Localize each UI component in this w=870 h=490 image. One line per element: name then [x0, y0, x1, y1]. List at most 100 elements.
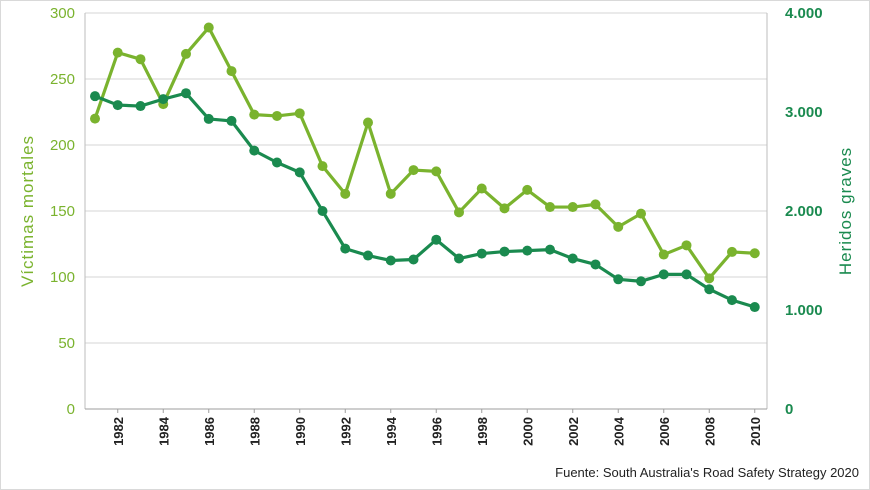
y-right-tick-label: 2.000: [785, 203, 823, 220]
x-tick-label: 2000: [520, 417, 535, 446]
data-point: [658, 249, 669, 260]
x-tick-label: 1986: [202, 417, 217, 446]
source-note: Fuente: South Australia's Road Safety St…: [555, 465, 859, 480]
x-tick-label: 1996: [429, 417, 444, 446]
y-left-tick-label: 50: [58, 335, 75, 352]
x-tick-label: 1984: [156, 416, 171, 446]
data-point: [203, 113, 214, 124]
data-point: [636, 276, 646, 287]
series-heridos-graves: [90, 88, 760, 313]
data-point: [590, 259, 601, 270]
data-point: [385, 188, 396, 199]
data-point: [226, 66, 237, 77]
y-left-tick-label: 200: [50, 137, 75, 154]
data-point: [431, 234, 442, 245]
x-tick-label: 2002: [566, 417, 581, 446]
data-point: [181, 48, 191, 59]
data-point: [727, 246, 737, 257]
y-axis-title-right: Heridos graves: [836, 147, 855, 275]
right-axis-ticks: 0 1.000 2.000 3.000 4.000: [785, 5, 823, 418]
data-point: [158, 94, 169, 105]
y-left-tick-label: 0: [67, 401, 75, 418]
data-point: [226, 115, 237, 126]
data-point: [727, 295, 737, 306]
x-tick-label: 1998: [475, 417, 490, 446]
data-point: [545, 202, 555, 213]
y-right-tick-label: 3.000: [785, 104, 823, 121]
series-victimas-mortales: [90, 22, 760, 284]
data-point: [363, 117, 373, 128]
data-point: [317, 161, 328, 172]
x-tick-label: 1994: [384, 416, 399, 446]
data-point: [294, 108, 305, 119]
data-point: [340, 243, 351, 254]
data-point: [385, 255, 396, 266]
x-tick-label: 1982: [111, 417, 126, 446]
data-point: [681, 269, 692, 280]
x-tick-label: 2010: [748, 417, 763, 446]
y-left-tick-label: 100: [50, 269, 75, 286]
data-point: [454, 207, 464, 218]
left-axis-ticks: 0 50 100 150 200 250 300: [50, 5, 75, 418]
data-point: [567, 202, 578, 213]
data-point: [135, 54, 146, 65]
data-point: [499, 203, 510, 214]
series-layer: [90, 22, 760, 313]
data-point: [499, 246, 510, 257]
y-right-tick-label: 4.000: [785, 5, 823, 22]
data-point: [658, 269, 669, 280]
data-point: [567, 253, 578, 264]
y-left-tick-label: 250: [50, 71, 75, 88]
x-axis-ticks: 1982 1984 1986 1988 1990 1992 1994 1996 1998 2000…: [111, 409, 763, 446]
data-point: [476, 248, 487, 259]
data-point: [613, 274, 624, 285]
x-tick-label: 1992: [338, 417, 353, 446]
data-point: [203, 22, 214, 33]
y-right-tick-label: 1.000: [785, 302, 823, 319]
data-point: [704, 273, 715, 284]
data-point: [272, 110, 282, 121]
data-point: [317, 206, 328, 216]
y-left-tick-label: 300: [50, 5, 75, 22]
data-point: [681, 240, 692, 251]
data-point: [545, 244, 555, 255]
data-point: [90, 91, 100, 102]
data-point: [522, 184, 533, 195]
data-point: [431, 166, 442, 177]
series-line: [94, 91, 756, 309]
x-tick-label: 1990: [293, 417, 308, 446]
x-tick-label: 2008: [702, 417, 717, 446]
data-point: [340, 188, 351, 199]
data-point: [272, 157, 282, 168]
x-tick-label: 2006: [657, 417, 672, 446]
data-point: [590, 199, 601, 210]
x-tick-label: 2004: [611, 416, 626, 446]
y-left-tick-label: 150: [50, 203, 75, 220]
data-point: [408, 254, 419, 265]
data-point: [476, 183, 487, 194]
data-point: [408, 165, 419, 176]
data-point: [613, 221, 624, 232]
y-right-tick-label: 0: [785, 401, 793, 418]
data-point: [90, 113, 100, 124]
data-point: [636, 208, 646, 219]
data-point: [249, 109, 260, 120]
data-point: [112, 47, 123, 58]
data-point: [363, 250, 373, 261]
x-tick-label: 1988: [247, 417, 262, 446]
data-point: [249, 145, 260, 156]
data-point: [454, 253, 464, 264]
series-line: [93, 25, 755, 280]
data-point: [294, 167, 305, 178]
data-point: [135, 101, 146, 112]
data-point: [522, 245, 533, 256]
data-point: [704, 284, 715, 295]
data-point: [749, 248, 760, 259]
grid-lines: [85, 12, 767, 344]
data-point: [749, 302, 760, 313]
data-point: [181, 88, 191, 99]
y-axis-title-left: Víctimas mortales: [18, 135, 37, 287]
axes: [84, 13, 768, 410]
